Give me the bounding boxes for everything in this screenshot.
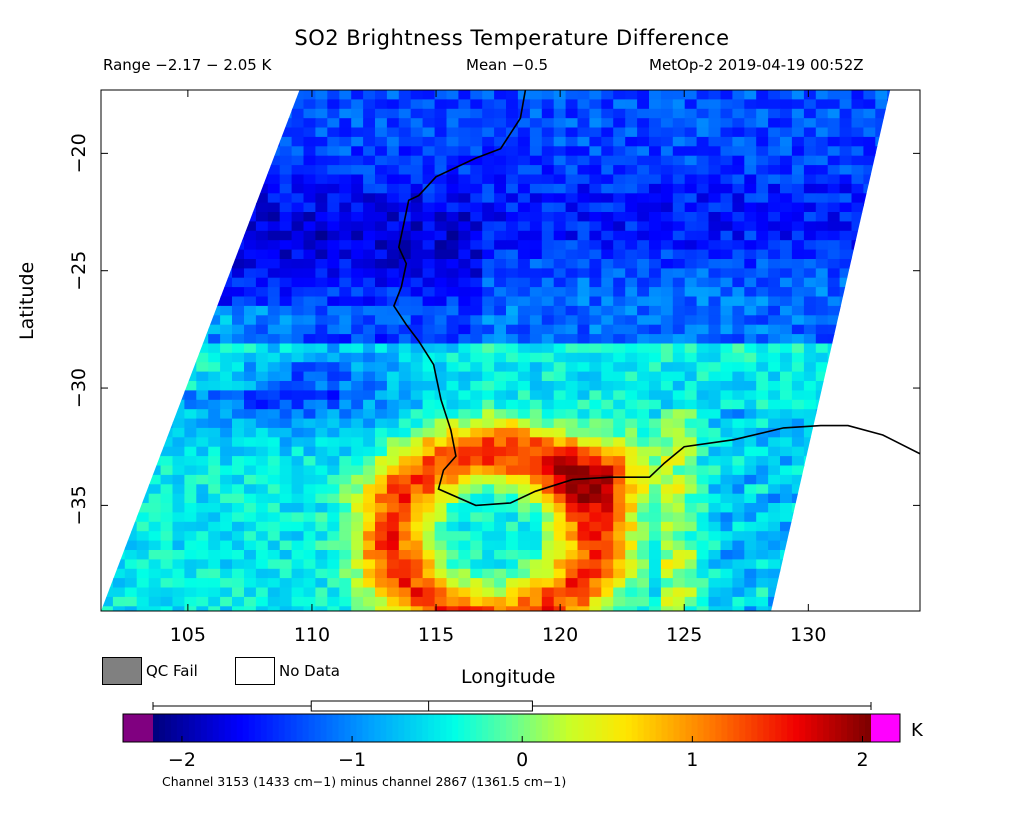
no-data-swatch — [235, 657, 275, 685]
x-axis-label: Longitude — [461, 666, 556, 688]
x-tick-label: 125 — [666, 624, 702, 646]
y-tick-label: −30 — [68, 368, 90, 408]
mean-label: Mean −0.5 — [466, 56, 549, 74]
x-axis-ticks: 105 110 115 120 125 130 — [170, 90, 826, 646]
plot-frame — [100, 89, 921, 612]
y-tick-label: −25 — [68, 251, 90, 291]
x-tick-label: 110 — [294, 624, 330, 646]
qc-fail-label: QC Fail — [146, 662, 198, 680]
colorbar-units: K — [911, 720, 923, 741]
x-tick-label: 120 — [542, 624, 578, 646]
x-tick-label: 130 — [790, 624, 826, 646]
x-tick-label: 115 — [418, 624, 454, 646]
y-axis-label: Latitude — [16, 261, 38, 340]
satellite-timestamp: MetOp-2 2019-04-19 00:52Z — [649, 56, 864, 74]
brightness-temperature-field — [101, 90, 891, 611]
y-tick-label: −35 — [68, 485, 90, 525]
no-data-label: No Data — [279, 662, 340, 680]
qc-fail-swatch — [102, 657, 142, 685]
map-title: SO2 Brightness Temperature Difference — [294, 26, 730, 50]
coastline — [393, 90, 920, 507]
channel-footnote: Channel 3153 (1433 cm−1) minus channel 2… — [162, 774, 567, 789]
x-tick-label: 105 — [170, 624, 206, 646]
y-axis-ticks: −20 −25 −30 −35 — [68, 133, 920, 525]
y-tick-label: −20 — [68, 133, 90, 173]
range-label: Range −2.17 − 2.05 K — [103, 56, 272, 74]
